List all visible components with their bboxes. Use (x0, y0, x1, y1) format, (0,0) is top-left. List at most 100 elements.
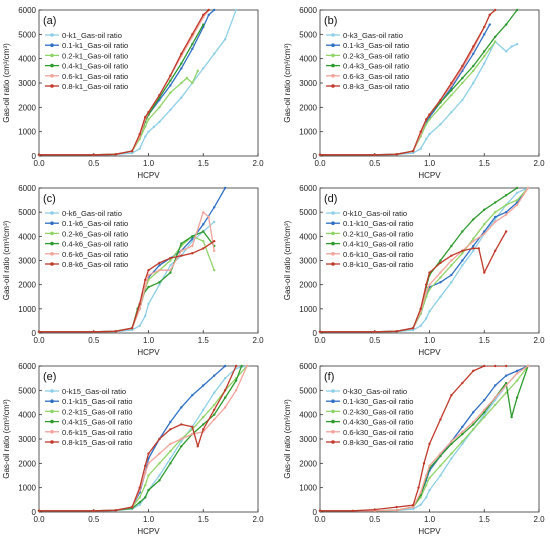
y-tick-label: 2000 (299, 281, 317, 290)
data-point (395, 153, 398, 156)
data-point (138, 503, 141, 506)
data-point (202, 408, 205, 411)
data-point (425, 317, 428, 320)
data-point (425, 484, 428, 487)
data-point (213, 408, 216, 411)
legend-label: 0.2-k30_Gas-oil ratio (343, 407, 414, 416)
data-point (494, 384, 497, 387)
data-point (395, 505, 398, 509)
legend-label: 0.1-k1_Gas-oil ratio (62, 41, 128, 50)
y-tick-label: 3000 (18, 257, 36, 266)
series-line-0 (320, 366, 529, 512)
data-point (180, 242, 183, 245)
data-point (37, 509, 41, 512)
data-point (169, 442, 172, 446)
y-tick-label: 2000 (299, 459, 317, 468)
legend-label: 0.4-k30_Gas-oil ratio (343, 418, 414, 427)
data-point (450, 273, 453, 277)
data-point (169, 428, 172, 431)
data-point (472, 420, 475, 424)
data-point (213, 413, 216, 416)
y-tick-label: 5000 (18, 208, 36, 217)
data-point (318, 153, 322, 156)
data-point (213, 220, 216, 224)
data-point (425, 496, 428, 499)
data-point (395, 509, 398, 512)
data-point (439, 464, 442, 467)
data-point (425, 474, 428, 477)
data-point (483, 50, 486, 53)
data-point (526, 186, 530, 190)
legend-marker (331, 221, 335, 225)
data-point (483, 413, 486, 416)
data-point (191, 394, 194, 397)
data-point (213, 418, 216, 421)
data-point (234, 389, 238, 392)
data-point (461, 425, 464, 429)
legend-marker (331, 43, 335, 47)
data-point (450, 254, 453, 257)
data-point (223, 364, 227, 368)
data-point (439, 261, 442, 265)
data-point (169, 264, 172, 267)
legend-label: 0.8-k10_Gas-oil ratio (343, 260, 414, 269)
legend-marker (50, 262, 54, 266)
data-point (169, 268, 172, 272)
data-point (158, 268, 161, 272)
x-tick-label: 0.0 (314, 515, 326, 524)
x-tick-label: 1.0 (424, 159, 436, 168)
data-point (494, 364, 497, 368)
data-point (191, 235, 194, 238)
data-point (213, 268, 216, 272)
y-tick-label: 0 (32, 508, 37, 517)
y-axis-label: Gas-oil ratio (cm³/cm³) (283, 220, 292, 300)
y-tick-label: 0 (313, 152, 318, 161)
legend-label: 0-k6_Gas-oil ratio (62, 209, 122, 218)
data-point (138, 496, 141, 499)
data-point (144, 464, 147, 467)
data-point (515, 8, 519, 12)
data-point (234, 8, 238, 12)
data-point (169, 84, 172, 87)
y-tick-label: 5000 (18, 386, 36, 395)
data-point (158, 93, 161, 97)
legend-label: 0.1-k10_Gas-oil ratio (343, 219, 414, 228)
data-point (373, 153, 376, 156)
data-point (114, 509, 117, 512)
data-point (138, 324, 141, 327)
legend-label: 0.8-k1_Gas-oil ratio (62, 82, 128, 91)
data-point (213, 403, 216, 407)
x-tick-label: 2.0 (252, 159, 264, 168)
data-point (191, 239, 194, 243)
data-point (461, 76, 464, 80)
legend-label: 0-k1_Gas-oil ratio (62, 31, 122, 40)
data-point (472, 369, 475, 373)
data-point (472, 64, 475, 68)
data-point (504, 374, 508, 377)
data-point (223, 376, 227, 380)
y-tick-label: 4000 (18, 232, 36, 241)
data-point (191, 432, 194, 436)
data-point (483, 208, 486, 211)
data-point (515, 203, 519, 207)
y-tick-label: 4000 (18, 411, 36, 420)
data-point (202, 67, 205, 70)
data-point (191, 252, 194, 255)
data-point (461, 252, 464, 255)
data-point (169, 256, 172, 260)
data-point (439, 106, 442, 109)
y-tick-label: 4000 (299, 411, 317, 420)
data-point (147, 302, 150, 306)
data-point (158, 281, 161, 284)
y-tick-label: 0 (32, 329, 37, 338)
data-point (488, 13, 491, 17)
data-point (223, 389, 227, 392)
y-tick-label: 0 (313, 508, 318, 517)
data-point (180, 406, 183, 409)
legend-marker (331, 53, 335, 58)
legend-marker (331, 389, 335, 393)
legend-label: 0-k3_Gas-oil ratio (343, 31, 403, 40)
data-point (158, 120, 161, 124)
data-point (450, 93, 453, 97)
data-point (450, 264, 453, 267)
